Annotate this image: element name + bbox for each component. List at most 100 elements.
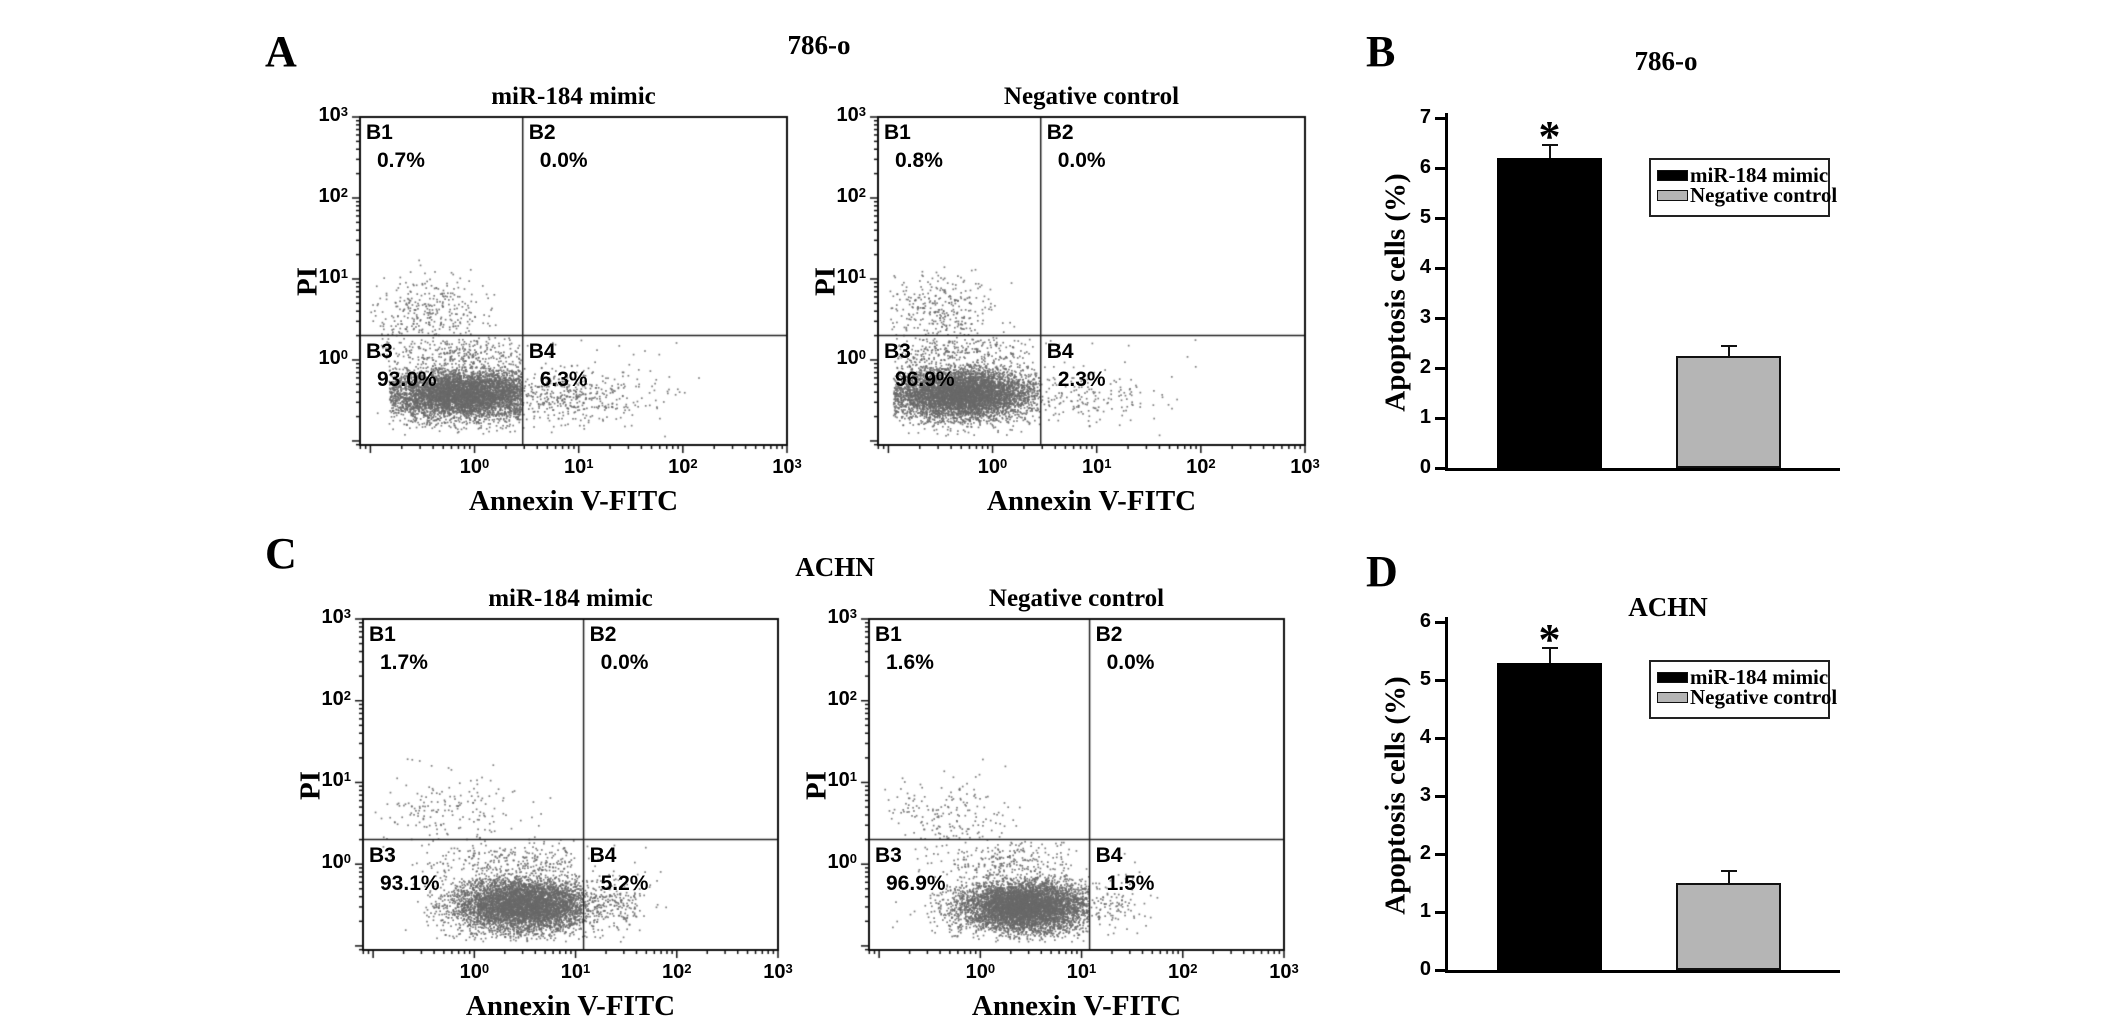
quadrant-b3-label: B3 xyxy=(875,843,902,867)
x-axis-title-annexin: Annexin V-FITC xyxy=(971,990,1182,1022)
y-tick xyxy=(1435,417,1445,420)
x-tick-label: 102 xyxy=(662,961,692,983)
y-tick-number: 3 xyxy=(1419,306,1431,328)
error-bar-cap xyxy=(1541,144,1558,146)
y-tick-label: 103 xyxy=(318,104,348,126)
y-tick-number: 7 xyxy=(1419,106,1431,128)
y-tick-label: 100 xyxy=(318,346,348,369)
quadrant-b3-value: 96.9% xyxy=(895,367,955,391)
y-tick-number: 0 xyxy=(1419,456,1431,478)
quadrant-b3-value: 93.1% xyxy=(380,871,440,895)
bar-negative-control xyxy=(1676,355,1781,468)
y-axis-title-apoptosis: Apoptosis cells (%) xyxy=(1379,676,1412,915)
quadrant-b4-value: 2.3% xyxy=(1057,367,1106,391)
error-bar xyxy=(1548,145,1551,158)
error-bar-cap xyxy=(1720,870,1737,873)
panel-label-c: C xyxy=(265,529,297,578)
quadrant-b3-value: 93.0% xyxy=(377,367,437,391)
y-tick-label: 100 xyxy=(836,346,866,369)
panel-label-a: A xyxy=(265,27,297,76)
y-axis-title-pi: PI xyxy=(294,770,327,800)
y-tick xyxy=(1435,267,1445,270)
quadrant-b2-value: 0.0% xyxy=(1106,651,1155,674)
y-tick-number: 4 xyxy=(1419,256,1431,278)
y-tick-number: 2 xyxy=(1419,356,1431,378)
significance-star: * xyxy=(1538,615,1561,665)
quadrant-b3-label: B3 xyxy=(884,339,911,363)
y-tick xyxy=(1435,911,1445,914)
y-tick-label: 102 xyxy=(836,184,866,207)
legend-box xyxy=(1649,660,1830,719)
y-tick-label: 103 xyxy=(827,606,857,628)
y-tick-number: 3 xyxy=(1419,784,1431,806)
quadrant-b4-label: B4 xyxy=(1095,843,1123,867)
quadrant-b4-value: 6.3% xyxy=(539,367,588,391)
legend-swatch-mir-184-mimic xyxy=(1657,672,1688,683)
quadrant-b1-value: 1.7% xyxy=(380,651,428,674)
quadrant-b1-value: 0.8% xyxy=(895,149,943,172)
error-bar-cap xyxy=(1541,647,1558,650)
y-tick xyxy=(1435,969,1445,972)
y-tick xyxy=(1435,737,1445,740)
x-tick-label: 101 xyxy=(560,961,591,983)
error-bar-cap xyxy=(1720,344,1737,347)
y-axis-line xyxy=(1445,113,1448,471)
y-axis-line xyxy=(1445,617,1448,973)
y-tick-label: 103 xyxy=(321,606,351,628)
y-tick-label: 100 xyxy=(321,851,351,874)
quadrant-b2-label: B2 xyxy=(589,623,617,646)
y-tick-number: 1 xyxy=(1419,406,1431,428)
y-tick xyxy=(1435,853,1445,856)
y-tick xyxy=(1435,679,1445,682)
legend-label-negative-control: Negative control xyxy=(1690,685,1838,709)
scatter-canvas-c-2 xyxy=(345,601,796,968)
legend-label-mir-184-mimic: miR-184 mimic xyxy=(1690,163,1829,187)
y-tick-number: 0 xyxy=(1419,958,1431,980)
y-tick-label: 101 xyxy=(321,769,351,792)
x-tick-label: 100 xyxy=(965,961,996,983)
y-tick xyxy=(1435,621,1445,624)
group-title-achn: ACHN xyxy=(795,552,875,582)
quadrant-b4-label: B4 xyxy=(1046,339,1074,363)
significance-star: * xyxy=(1538,112,1561,161)
scatter-canvas-a-0 xyxy=(342,99,805,463)
y-tick xyxy=(1435,217,1445,220)
y-tick xyxy=(1435,167,1445,170)
y-tick-number: 4 xyxy=(1419,726,1431,748)
y-tick xyxy=(1435,795,1445,798)
panel-label-b: B xyxy=(1366,27,1396,76)
bar-chart-title: ACHN xyxy=(1628,592,1708,622)
flow-condition-title: Negative control xyxy=(1003,83,1180,110)
quadrant-b2-value: 0.0% xyxy=(539,149,588,172)
error-bar xyxy=(1727,345,1730,356)
y-tick xyxy=(1435,317,1445,320)
x-axis-line xyxy=(1445,970,1840,973)
x-axis-title-annexin: Annexin V-FITC xyxy=(465,990,676,1022)
quadrant-b2-value: 0.0% xyxy=(1057,149,1106,172)
y-tick xyxy=(1435,117,1445,120)
legend-swatch-negative-control xyxy=(1657,692,1688,703)
y-tick xyxy=(1435,467,1445,470)
legend-label-negative-control: Negative control xyxy=(1690,183,1838,207)
quadrant-b2-label: B2 xyxy=(1046,121,1074,144)
quadrant-b1-label: B1 xyxy=(369,623,396,646)
y-axis-title-apoptosis: Apoptosis cells (%) xyxy=(1379,173,1412,412)
x-tick-label: 102 xyxy=(1186,456,1216,478)
scatter-canvas-c-3 xyxy=(851,601,1302,968)
y-tick-number: 6 xyxy=(1419,156,1431,178)
y-axis-title-pi: PI xyxy=(809,267,842,296)
x-tick-label: 102 xyxy=(1168,961,1198,983)
quadrant-b3-label: B3 xyxy=(366,339,393,363)
y-tick-label: 101 xyxy=(827,769,857,792)
legend-swatch-negative-control xyxy=(1657,190,1688,201)
y-tick-label: 102 xyxy=(318,184,348,207)
bar-chart-title: 786-o xyxy=(1634,46,1698,76)
y-tick-number: 5 xyxy=(1419,668,1431,690)
y-tick-label: 102 xyxy=(827,687,857,710)
x-tick-label: 103 xyxy=(763,961,793,983)
x-tick-label: 103 xyxy=(1290,456,1320,478)
quadrant-b1-label: B1 xyxy=(884,121,911,144)
panel-label-d: D xyxy=(1366,547,1398,596)
quadrant-b2-label: B2 xyxy=(528,121,556,144)
